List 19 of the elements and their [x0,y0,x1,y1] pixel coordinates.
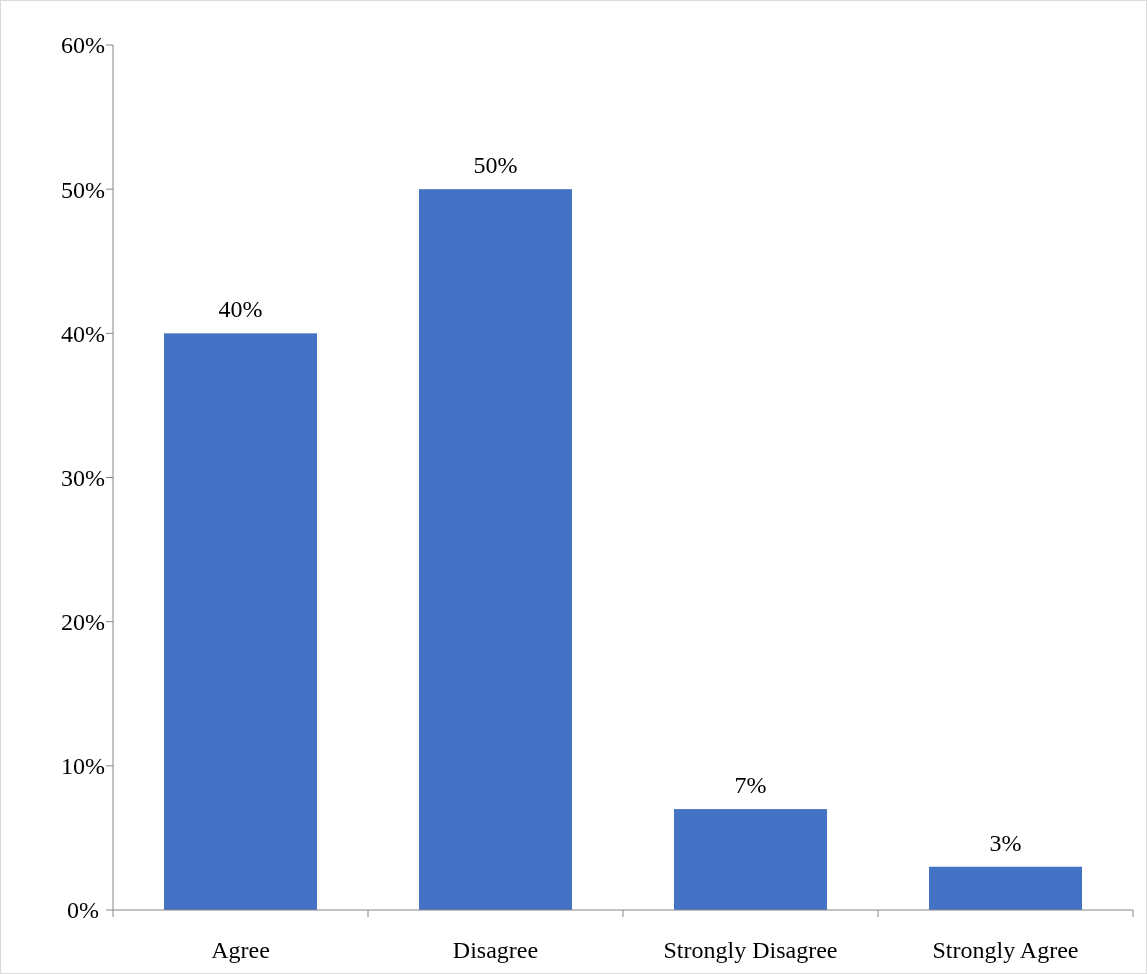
x-tick-label: Strongly Disagree [663,937,838,963]
bar [674,809,827,910]
data-label: 3% [989,829,1022,856]
bar [164,333,317,910]
data-label: 40% [218,296,263,323]
y-tick-label: 40% [61,320,105,347]
y-tick-label: 20% [61,609,105,636]
x-tick-label: Disagree [452,937,539,963]
x-tick-label: Strongly Agree [932,937,1079,963]
y-tick-label: 0% [67,897,99,924]
bar [419,189,572,910]
y-tick-label: 10% [61,753,105,780]
data-label: 50% [473,152,518,179]
x-tick-label: Agree [211,937,270,963]
bar [929,866,1082,910]
y-tick-label: 60% [61,32,105,59]
data-label: 7% [734,772,767,799]
y-tick-label: 50% [61,176,105,203]
y-tick-label: 30% [61,464,105,491]
